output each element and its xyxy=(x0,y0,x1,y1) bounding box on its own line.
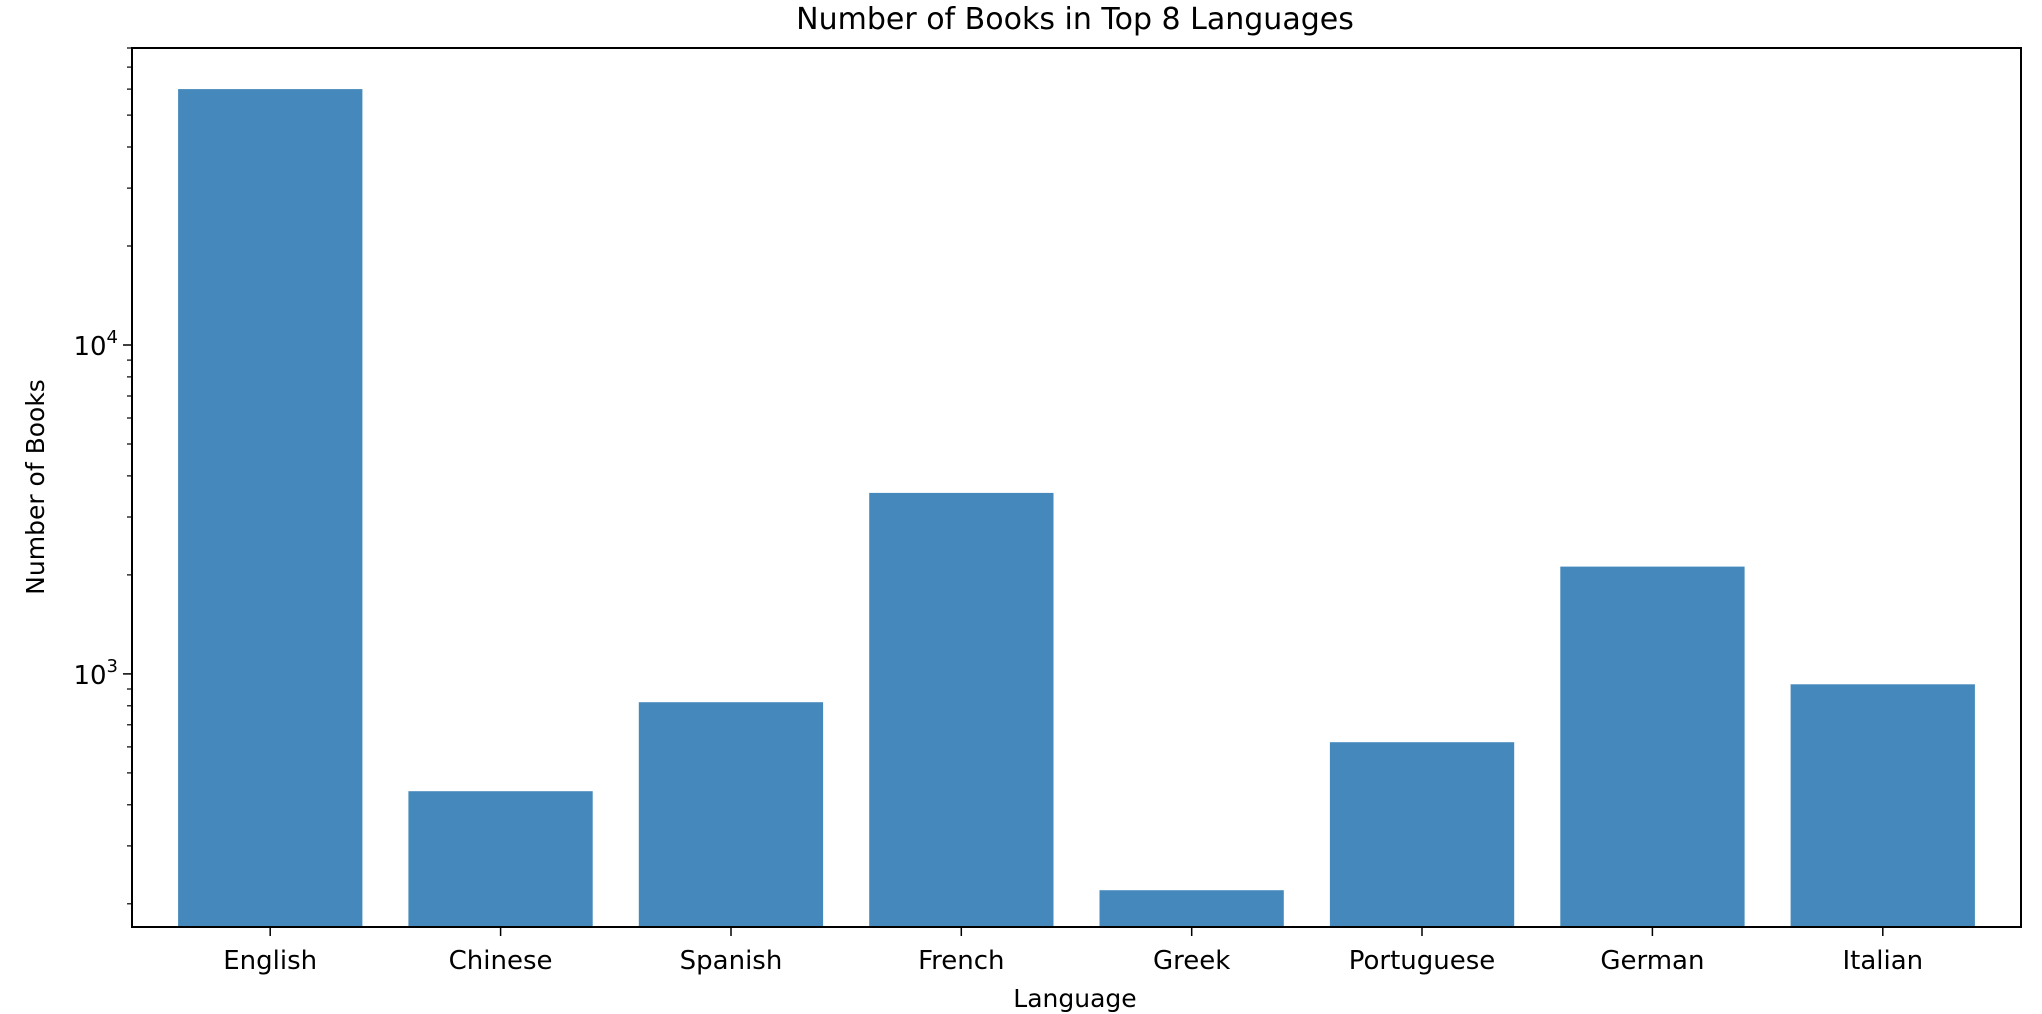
plot-frame xyxy=(131,47,2022,928)
bar-italian xyxy=(1790,684,1975,927)
x-tick-label: German xyxy=(1600,946,1704,976)
bar-french xyxy=(869,492,1054,927)
x-tick-label: Spanish xyxy=(680,946,783,976)
x-tick-label: Italian xyxy=(1842,946,1923,976)
bars-layer xyxy=(178,89,1975,928)
bar-greek xyxy=(1099,890,1284,927)
x-axis-ticks: English Chinese Spanish French Greek Portugue… xyxy=(223,927,1923,976)
y-tick-label: 103 xyxy=(73,656,118,691)
x-tick-label: Portuguese xyxy=(1349,946,1496,976)
bar-spanish xyxy=(638,702,824,927)
y-tick-label: 104 xyxy=(73,327,118,362)
bar-german xyxy=(1560,566,1745,927)
y-axis-ticks: 103 104 xyxy=(73,47,132,905)
x-tick-label: Greek xyxy=(1153,946,1230,976)
bar-portuguese xyxy=(1329,742,1515,927)
bar-english xyxy=(178,89,363,928)
x-tick-label: Chinese xyxy=(449,946,553,976)
x-tick-label: English xyxy=(223,946,317,976)
chart-title: Number of Books in Top 8 Languages xyxy=(796,2,1354,37)
x-tick-label: French xyxy=(918,946,1004,976)
y-axis-label: Number of Books xyxy=(21,379,50,595)
bar-chinese xyxy=(408,791,593,927)
x-axis-label: Language xyxy=(1013,984,1136,1013)
